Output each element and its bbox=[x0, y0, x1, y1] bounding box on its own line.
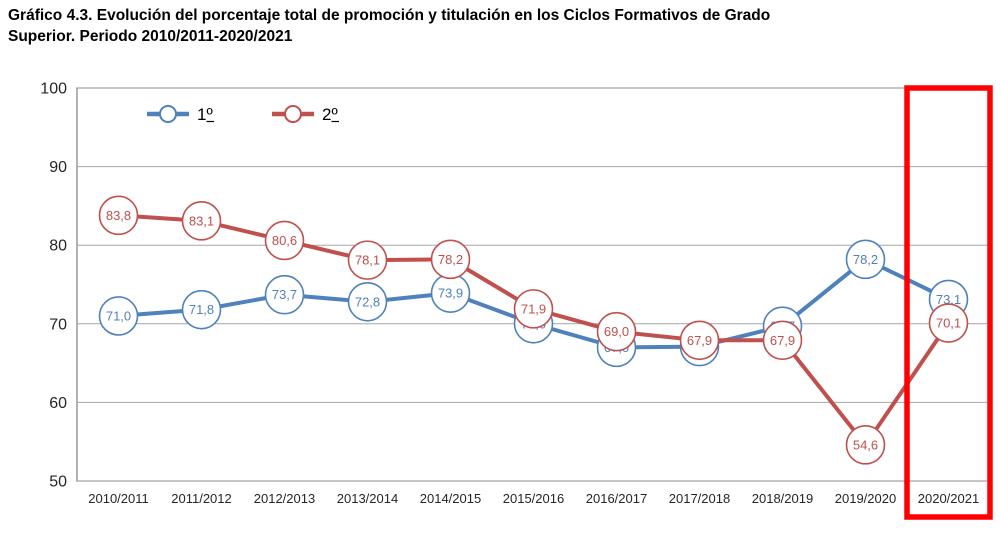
x-tick-label: 2013/2014 bbox=[337, 491, 398, 506]
data-marker bbox=[513, 289, 554, 329]
data-marker bbox=[98, 296, 139, 336]
y-tick-label: 90 bbox=[49, 159, 67, 176]
x-tick-label: 2018/2019 bbox=[752, 491, 813, 506]
highlight-box bbox=[904, 85, 993, 520]
legend-marker-icon bbox=[284, 105, 302, 123]
data-label: 83,8 bbox=[106, 208, 131, 223]
data-label: 80,6 bbox=[272, 233, 297, 248]
y-tick-label: 80 bbox=[49, 238, 67, 255]
x-tick-label: 2010/2011 bbox=[88, 491, 149, 506]
data-marker bbox=[679, 320, 720, 361]
x-tick-label: 2014/2015 bbox=[420, 491, 481, 506]
data-marker bbox=[98, 195, 139, 236]
x-tick-label: 2020/2021 bbox=[918, 491, 979, 506]
data-marker bbox=[845, 239, 886, 280]
legend-item-1º: 1º bbox=[147, 105, 214, 124]
data-label: 71,0 bbox=[106, 308, 131, 323]
data-label: 73,7 bbox=[272, 287, 297, 302]
data-label: 78,2 bbox=[438, 252, 463, 267]
x-tick-label: 2015/2016 bbox=[503, 491, 564, 506]
data-marker bbox=[347, 240, 388, 280]
data-label: 72,8 bbox=[355, 294, 380, 309]
data-marker bbox=[762, 320, 803, 361]
y-tick-label: 70 bbox=[49, 316, 67, 333]
data-label: 70,1 bbox=[936, 316, 961, 331]
data-marker bbox=[181, 201, 222, 241]
data-marker bbox=[596, 311, 637, 352]
data-label: 54,6 bbox=[853, 437, 878, 452]
data-label: 83,1 bbox=[189, 213, 214, 228]
data-marker bbox=[181, 289, 222, 330]
data-label: 67,9 bbox=[770, 333, 795, 348]
y-tick-label: 60 bbox=[49, 395, 67, 412]
legend-item-2º: 2º bbox=[272, 105, 339, 124]
plot-area bbox=[76, 87, 991, 482]
chart-title: Gráfico 4.3. Evolución del porcentaje to… bbox=[8, 6, 948, 48]
data-marker bbox=[430, 239, 471, 280]
x-tick-label: 2017/2018 bbox=[669, 491, 730, 506]
x-tick-label: 2016/2017 bbox=[586, 491, 647, 506]
data-label: 78,2 bbox=[853, 252, 878, 267]
legend: 1º 2º bbox=[147, 105, 339, 124]
data-marker bbox=[264, 220, 305, 261]
data-label: 73,9 bbox=[438, 286, 463, 301]
series-2º: 83,8 83,1 80,6 78,1 78,2 71,9 69,0 67,9 67,9 54,6… bbox=[98, 195, 969, 465]
x-tick-label: 2019/2020 bbox=[835, 491, 896, 506]
data-label: 69,0 bbox=[604, 324, 629, 339]
data-marker bbox=[347, 281, 388, 322]
data-marker bbox=[845, 425, 886, 465]
y-tick-label: 100 bbox=[40, 81, 67, 98]
chart-title-line1: Gráfico 4.3. Evolución del porcentaje to… bbox=[8, 7, 771, 24]
data-label: 71,9 bbox=[521, 301, 546, 316]
y-tick-label: 50 bbox=[49, 474, 67, 491]
data-label: 71,8 bbox=[189, 302, 214, 317]
data-marker bbox=[928, 303, 969, 343]
x-tick-label: 2011/2012 bbox=[171, 491, 232, 506]
legend-label: 1º bbox=[197, 105, 213, 124]
x-axis: 2010/2011 2011/2012 2012/2013 2013/2014 2014… bbox=[88, 491, 979, 506]
chart-title-line2: Superior. Periodo 2010/2011-2020/2021 bbox=[8, 27, 293, 45]
y-axis: 50 60 70 80 90 100 bbox=[40, 81, 990, 491]
legend-marker-icon bbox=[159, 105, 177, 123]
data-label: 78,1 bbox=[355, 253, 380, 268]
x-tick-label: 2012/2013 bbox=[254, 491, 315, 506]
data-label: 73,1 bbox=[936, 292, 961, 307]
legend-label: 2º bbox=[322, 105, 338, 124]
data-marker bbox=[264, 274, 305, 315]
data-label: 67,9 bbox=[687, 333, 712, 348]
